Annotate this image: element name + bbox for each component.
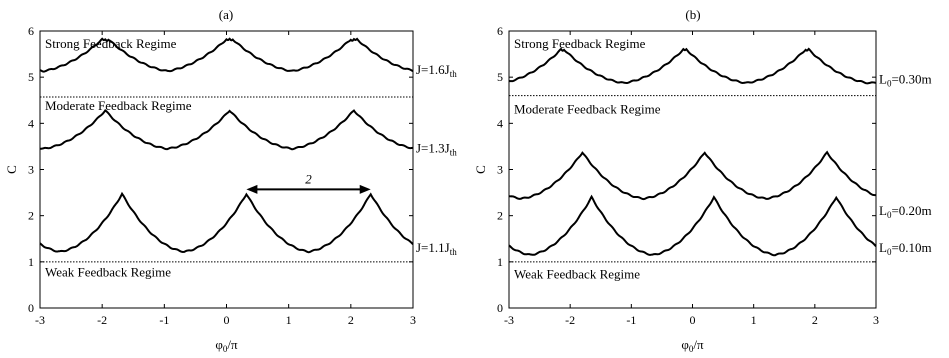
y-tick-label: 6 [497, 24, 503, 38]
y-tick-label: 5 [497, 70, 503, 84]
x-axis-label: φ0/π [681, 337, 704, 354]
x-tick-label: 2 [812, 313, 818, 327]
x-tick-label: -1 [159, 313, 169, 327]
period-annotation: 2 [305, 171, 312, 186]
series-label-sub: 0 [887, 247, 892, 257]
period-arrow-head-right [359, 184, 371, 194]
x-axis-label-sub: 0 [689, 344, 694, 354]
series-label-sub: 0 [887, 210, 892, 220]
y-tick-label: 6 [28, 24, 34, 38]
y-tick-label: 1 [28, 255, 34, 269]
x-tick-label: -1 [626, 313, 636, 327]
series-label-sub: 0 [887, 78, 892, 88]
x-axis-label-rest: /π [227, 337, 238, 352]
period-arrow-head-left [246, 184, 258, 194]
series-label-sub: th [450, 247, 458, 257]
series-label-main: L [879, 71, 887, 86]
y-tick-label: 2 [497, 209, 503, 223]
series-label-main: J=1.3J [416, 141, 450, 156]
regime-label: Moderate Feedback Regime [45, 98, 192, 113]
x-axis-label-phi: φ [681, 337, 689, 352]
series-label-main: J=1.6J [416, 62, 450, 77]
y-tick-label: 0 [497, 301, 503, 315]
series-label-main: J=1.1J [416, 240, 450, 255]
x-tick-label: 0 [224, 313, 230, 327]
series-label-suffix: =0.30m [891, 71, 931, 86]
regime-label: Weak Feedback Regime [45, 264, 171, 279]
series-line [508, 47, 877, 85]
x-tick-label: 1 [286, 313, 292, 327]
x-axis-label: φ0/π [215, 337, 238, 354]
y-tick-label: 0 [28, 301, 34, 315]
x-tick-label: 2 [348, 313, 354, 327]
x-axis-label-rest: /π [693, 337, 704, 352]
series-label: J=1.1Jth [416, 240, 457, 257]
y-tick-label: 1 [497, 255, 503, 269]
series-label: J=1.6Jth [416, 62, 457, 79]
x-axis-label-phi: φ [215, 337, 223, 352]
series-label-sub: th [450, 148, 458, 158]
x-tick-label: 1 [751, 313, 757, 327]
y-axis-label: C [473, 165, 488, 174]
y-tick-label: 4 [28, 116, 34, 130]
series-label-suffix: =0.10m [891, 240, 931, 255]
regime-label: Moderate Feedback Regime [514, 101, 661, 116]
y-axis-label: C [4, 165, 19, 174]
x-axis-label-sub: 0 [223, 344, 228, 354]
series-label-main: L [879, 203, 887, 218]
series-label: L0=0.10m [879, 240, 932, 257]
x-tick-label: -3 [504, 313, 514, 327]
series-label: J=1.3Jth [416, 141, 457, 158]
x-tick-label: 3 [410, 313, 416, 327]
series-label-sub: th [450, 69, 458, 79]
x-tick-label: -2 [97, 313, 107, 327]
x-tick-label: -3 [35, 313, 45, 327]
regime-label: Strong Feedback Regime [45, 36, 177, 51]
series-line [39, 37, 414, 73]
series-line [39, 191, 414, 254]
series-line [508, 194, 877, 257]
y-tick-label: 5 [28, 70, 34, 84]
y-tick-label: 3 [497, 163, 503, 177]
series-line [508, 150, 877, 201]
series-label-suffix: =0.20m [891, 203, 931, 218]
regime-label: Weak Feedback Regime [514, 266, 640, 281]
panel-label: (b) [685, 7, 700, 22]
series-label: L0=0.20m [879, 203, 932, 220]
regime-label: Strong Feedback Regime [514, 36, 646, 51]
y-tick-label: 4 [497, 116, 503, 130]
x-tick-label: 3 [873, 313, 879, 327]
panel-label: (a) [219, 7, 233, 22]
series-line [39, 109, 414, 151]
series-label-main: L [879, 240, 887, 255]
series-label: L0=0.30m [879, 71, 932, 88]
y-tick-label: 3 [28, 163, 34, 177]
x-tick-label: 0 [690, 313, 696, 327]
y-tick-label: 2 [28, 209, 34, 223]
x-tick-label: -2 [565, 313, 575, 327]
